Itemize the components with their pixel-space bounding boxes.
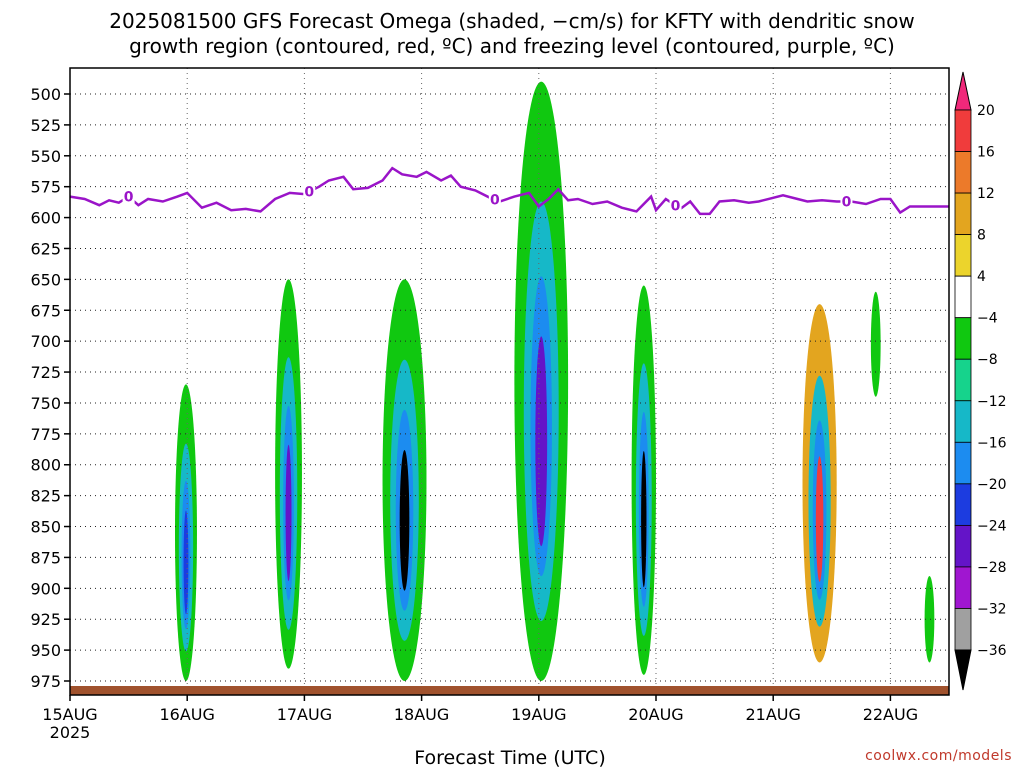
freezing-level-label-bg — [669, 196, 682, 213]
freezing-level-label: 0 — [490, 193, 500, 209]
y-tick-label: 800 — [30, 456, 61, 475]
y-tick-label: 950 — [30, 641, 61, 660]
y-tick-label: 925 — [30, 610, 61, 629]
y-tick-label: 575 — [30, 178, 61, 197]
colorbar-label: 8 — [977, 228, 986, 244]
colorbar-label: 12 — [977, 186, 995, 202]
freezing-level-label: 0 — [304, 185, 314, 201]
freezing-level-label: 0 — [671, 199, 681, 215]
y-tick-label: 900 — [30, 579, 61, 598]
colorbar-label: −28 — [977, 560, 1007, 576]
credit-text: coolwx.com/models — [865, 748, 1012, 764]
freezing-level-label-bg — [122, 187, 135, 204]
colorbar-label: 4 — [977, 269, 986, 285]
omega-cell-core — [399, 450, 410, 591]
freezing-level-label: 0 — [124, 190, 134, 206]
freezing-level-label-bg — [303, 182, 316, 199]
x-tick-label: 16AUG — [159, 705, 214, 724]
x-tick-label: 18AUG — [394, 705, 449, 724]
y-tick-label: 700 — [30, 332, 61, 351]
colorbar-swatch — [954, 524, 972, 568]
y-tick-label: 625 — [30, 239, 61, 258]
chart-title-line-1: 2025081500 GFS Forecast Omega (shaded, −… — [109, 9, 915, 33]
colorbar-label: −20 — [977, 477, 1007, 493]
colorbar-swatch — [954, 483, 972, 526]
colorbar-label: −16 — [977, 435, 1007, 451]
omega-cell-core — [285, 444, 292, 582]
colorbar-swatch — [954, 441, 972, 485]
omega-cell — [924, 575, 935, 663]
omega-shading — [174, 81, 935, 681]
x-tick-label: 17AUG — [277, 705, 332, 724]
colorbar-label: −4 — [977, 311, 998, 327]
y-tick-label: 850 — [30, 518, 61, 537]
y-tick-label: 550 — [30, 147, 61, 166]
colorbar-label: −32 — [977, 601, 1007, 617]
x-tick-label: 15AUG — [42, 705, 97, 724]
colorbar-swatch — [954, 234, 972, 277]
y-tick-label: 725 — [30, 363, 61, 382]
colorbar-cap-top — [954, 71, 972, 111]
colorbar-swatch — [954, 109, 972, 152]
plot-frame — [69, 67, 950, 696]
y-tick-label: 525 — [30, 116, 61, 135]
plot-background — [70, 68, 949, 695]
plot-border — [69, 67, 950, 696]
colorbar-swatch — [954, 317, 972, 360]
freezing-level-label: 0 — [842, 195, 852, 211]
x-tick-label: 19AUG — [511, 705, 566, 724]
y-tick-label: 650 — [30, 270, 61, 289]
omega-cell-core — [641, 450, 647, 588]
freezing-level-label-bg — [488, 190, 501, 207]
omega-cell-core — [815, 456, 824, 582]
x-tick-label: 20AUG — [628, 705, 683, 724]
x-axis-label: Forecast Time (UTC) — [414, 747, 605, 768]
freezing-level-label-bg — [840, 192, 853, 209]
y-tick-label: 775 — [30, 425, 61, 444]
ground-strip — [70, 686, 949, 695]
y-tick-label: 675 — [30, 301, 61, 320]
colorbar-label: 16 — [977, 145, 995, 161]
omega-cell — [870, 291, 881, 397]
colorbar-swatch — [954, 192, 972, 236]
colorbar-label: −12 — [977, 394, 1007, 410]
plot-area — [70, 68, 949, 695]
y-tick-label: 600 — [30, 209, 61, 228]
y-tick-label: 975 — [30, 672, 61, 691]
y-tick-label: 500 — [30, 85, 61, 104]
y-tick-label: 875 — [30, 548, 61, 567]
colorbar-swatch — [954, 151, 972, 194]
colorbar: 20 16 12 8 4 −4 −8 −12 −16 −20 −24 −28 −32 −36 — [954, 71, 1007, 691]
colorbar-label: −36 — [977, 643, 1007, 659]
y-tick-label: 750 — [30, 394, 61, 413]
omega-cell-core — [535, 336, 548, 547]
colorbar-label: 20 — [977, 103, 995, 119]
colorbar-swatch — [954, 400, 972, 443]
colorbar-swatch — [954, 608, 972, 651]
y-tick-label: 825 — [30, 487, 61, 506]
x-tick-label: 21AUG — [745, 705, 800, 724]
y-axis: 500 525 550 575 600 625 650 675 700 725 750 775 800 8… — [30, 85, 70, 691]
freezing-level-line — [69, 166, 949, 216]
colorbar-label: −8 — [977, 352, 998, 368]
chart-title-line-2: growth region (contoured, red, ºC) and f… — [129, 34, 895, 58]
colorbar-swatch — [954, 358, 972, 402]
colorbar-swatch — [954, 275, 972, 319]
freezing-level-contour: 0 0 0 0 0 — [69, 166, 949, 216]
colorbar-swatch — [954, 566, 972, 609]
x-tick-sublabel: 2025 — [50, 723, 91, 742]
colorbar-cap-bottom — [954, 649, 972, 691]
terrain-ground — [70, 686, 949, 695]
x-tick-label: 22AUG — [863, 705, 918, 724]
colorbar-label: −24 — [977, 518, 1007, 534]
